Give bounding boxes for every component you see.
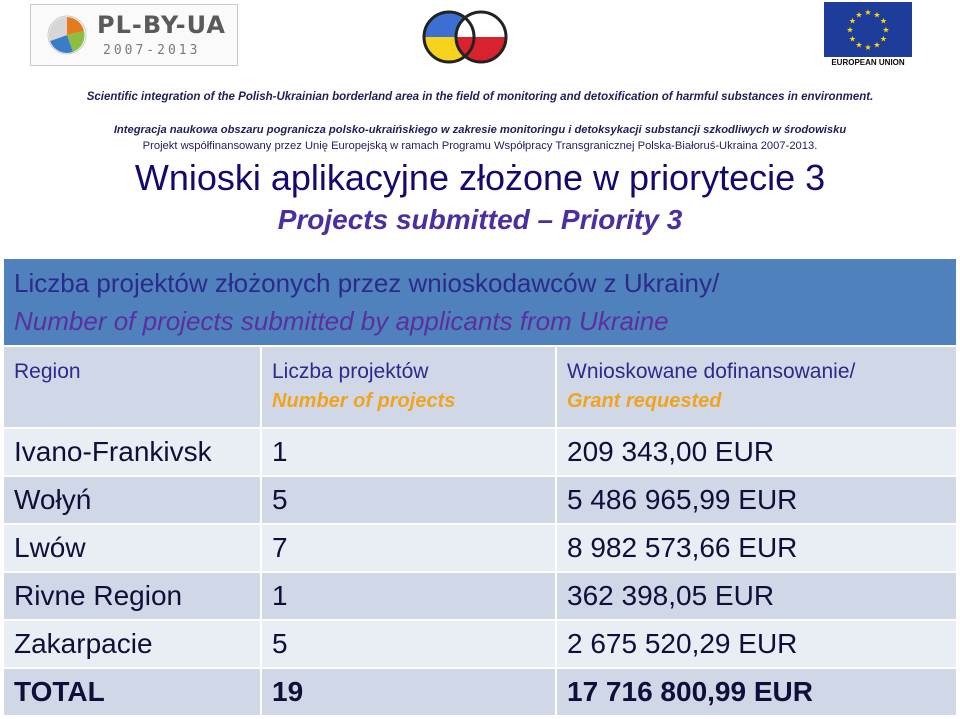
total-grant-cell: 17 716 800,99 EUR xyxy=(555,667,956,715)
table-banner-english: Number of projects submitted by applican… xyxy=(14,306,669,336)
table-row: Zakarpacie 5 2 675 520,29 EUR xyxy=(4,619,956,668)
svg-text:★: ★ xyxy=(873,41,880,50)
svg-text:★: ★ xyxy=(882,26,889,35)
total-count-cell: 19 xyxy=(260,667,556,715)
count-cell: 1 xyxy=(260,427,556,476)
svg-text:★: ★ xyxy=(880,17,887,26)
grant-cell: 8 982 573,66 EUR xyxy=(555,523,956,572)
table-banner-polish: Liczba projektów złożonych przez wniosko… xyxy=(14,268,720,298)
column-header-grant-label-en: Grant requested xyxy=(567,390,722,412)
plbyua-logo-name: PL-BY-UA xyxy=(97,11,226,39)
total-label-cell: TOTAL xyxy=(4,667,261,715)
grant-cell: 5 486 965,99 EUR xyxy=(555,475,956,524)
column-header-count: Liczba projektów Number of projects xyxy=(260,345,556,428)
svg-text:★: ★ xyxy=(864,43,871,52)
column-header-count-label: Liczba projektów xyxy=(272,360,429,383)
region-cell: Zakarpacie xyxy=(4,619,261,668)
table-banner: Liczba projektów złożonych przez wniosko… xyxy=(4,257,956,346)
page-subtitle: Projects submitted – Priority 3 xyxy=(277,204,683,235)
plbyua-emblem-icon xyxy=(47,15,87,55)
grant-cell: 362 398,05 EUR xyxy=(555,571,956,620)
region-cell: Ivano-Frankivsk xyxy=(4,427,261,476)
table-row: Rivne Region 1 362 398,05 EUR xyxy=(4,571,956,620)
count-cell: 5 xyxy=(260,475,556,524)
grant-cell: 2 675 520,29 EUR xyxy=(555,619,956,668)
plbyua-logo-years: 2007-2013 xyxy=(103,43,201,58)
projects-table: Liczba projektów złożonych przez wniosko… xyxy=(4,257,956,715)
column-header-region-label: Region xyxy=(14,360,81,383)
svg-text:★: ★ xyxy=(880,35,887,44)
region-cell: Rivne Region xyxy=(4,571,261,620)
table-row: Wołyń 5 5 486 965,99 EUR xyxy=(4,475,956,524)
column-header-count-label-en: Number of projects xyxy=(272,390,456,412)
column-header-region: Region xyxy=(4,345,261,428)
svg-text:★: ★ xyxy=(846,26,853,35)
eu-flag-icon: ★ ★ ★ ★ ★ ★ ★ ★ ★ ★ ★ ★ xyxy=(824,2,912,57)
svg-text:★: ★ xyxy=(849,35,856,44)
table-total-row: TOTAL 19 17 716 800,99 EUR xyxy=(4,667,956,715)
region-cell: Wołyń xyxy=(4,475,261,524)
count-cell: 5 xyxy=(260,619,556,668)
eu-logo: ★ ★ ★ ★ ★ ★ ★ ★ ★ ★ ★ ★ EUROPEAN UNION xyxy=(824,2,912,68)
table-column-headers: Region Liczba projektów Number of projec… xyxy=(4,345,956,428)
table-banner-row: Liczba projektów złożonych przez wniosko… xyxy=(4,257,956,346)
svg-text:★: ★ xyxy=(873,11,880,20)
svg-text:★: ★ xyxy=(855,11,862,20)
table-row: Lwów 7 8 982 573,66 EUR xyxy=(4,523,956,572)
svg-text:★: ★ xyxy=(864,8,871,17)
grant-cell: 209 343,00 EUR xyxy=(555,427,956,476)
project-cofinancing-line: Projekt współfinansowany przez Unię Euro… xyxy=(142,140,818,152)
column-header-grant: Wnioskowane dofinansowanie/ Grant reques… xyxy=(555,345,956,428)
table-row: Ivano-Frankivsk 1 209 343,00 EUR xyxy=(4,427,956,476)
poland-ukraine-flags-logo-icon xyxy=(422,10,508,64)
plbyua-logo: PL-BY-UA 2007-2013 xyxy=(30,4,238,66)
eu-logo-label: EUROPEAN UNION xyxy=(831,58,905,67)
integration-polish-line: Integracja naukowa obszaru pogranicza po… xyxy=(113,124,847,136)
count-cell: 1 xyxy=(260,571,556,620)
count-cell: 7 xyxy=(260,523,556,572)
svg-text:★: ★ xyxy=(849,17,856,26)
svg-text:★: ★ xyxy=(855,41,862,50)
page-title: Wnioski aplikacyjne złożone w prioryteci… xyxy=(134,157,826,198)
region-cell: Lwów xyxy=(4,523,261,572)
scientific-integration-line: Scientific integration of the Polish-Ukr… xyxy=(86,91,874,103)
column-header-grant-label: Wnioskowane dofinansowanie/ xyxy=(567,360,856,383)
